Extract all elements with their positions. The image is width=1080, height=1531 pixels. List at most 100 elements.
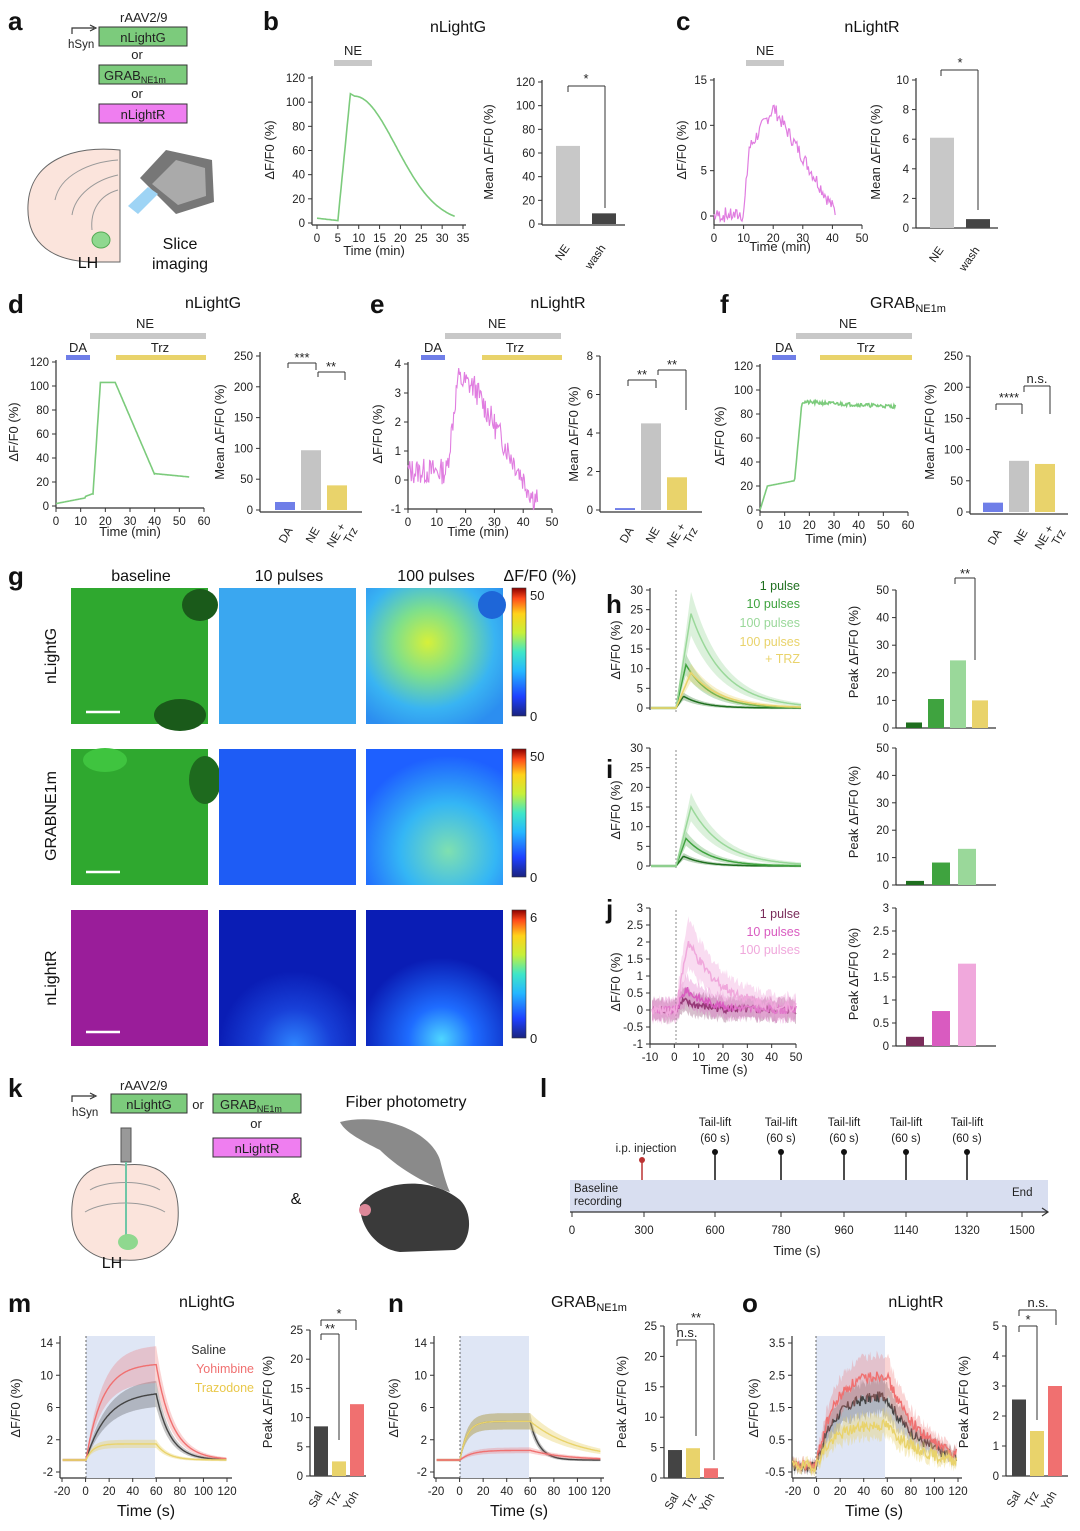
y-tick-label: 0	[247, 505, 253, 517]
x-tick-label: 60	[198, 516, 211, 528]
y-tick-label: 2	[395, 417, 401, 429]
y-tick-label: 120	[734, 361, 753, 373]
bar-y-axis-label: Peak ΔF/F0 (%)	[846, 928, 861, 1020]
x-axis-label: Time (min)	[99, 524, 161, 539]
timeline-tick-label: 1140	[894, 1225, 919, 1237]
bar-ne	[930, 137, 954, 228]
image-grab-baseline	[71, 749, 208, 885]
legend-saline: Saline	[191, 1343, 226, 1357]
y-tick-label: 100	[234, 443, 253, 455]
sig-marker: *	[583, 71, 588, 86]
sig-marker-1: *	[1025, 1312, 1030, 1327]
x-tick-label: 40	[148, 516, 161, 528]
x-tick-label: 20	[394, 233, 407, 245]
panel-letter-n: n	[388, 1288, 404, 1318]
timeline-ticks: 0 300 600 780 960 1140 1320 1500	[569, 1212, 1035, 1237]
y-tick-label: 80	[740, 409, 753, 421]
bar-ne-trz	[327, 485, 347, 510]
da-label: DA	[775, 340, 793, 355]
legend-yohimbine: Yohimbine	[196, 1362, 254, 1376]
y-tick-label: 5	[637, 683, 643, 695]
ne-bar	[90, 333, 206, 339]
y-axis-label: ΔF/F0 (%)	[370, 404, 385, 463]
sig-marker: *	[957, 55, 962, 70]
sem-band	[651, 792, 801, 868]
y-tick-label: 40	[876, 613, 889, 625]
y-tick-label: 0	[993, 1471, 999, 1483]
y-tick-label: 0	[587, 505, 593, 517]
traces	[791, 1350, 958, 1477]
panel-letter-a: a	[8, 6, 23, 36]
bar-y-axis-label: Peak ΔF/F0 (%)	[956, 1356, 971, 1448]
panel-title: nLightG	[185, 295, 241, 312]
y-tick-label: 5	[637, 841, 643, 853]
bar-cat-da: DA	[618, 525, 637, 545]
x-tick-label: 25	[415, 233, 428, 245]
y-tick-label: 3	[993, 1381, 999, 1393]
traces	[651, 591, 802, 710]
bar-y-axis-label: Mean ΔF/F0 (%)	[868, 104, 883, 199]
sensor-box-nlightg	[110, 1093, 188, 1114]
panel-letter-i: i	[606, 754, 613, 784]
legend-100-pulses: 100 pulses	[740, 943, 800, 957]
legend-10-pulses: 10 pulses	[746, 597, 800, 611]
y-tick-label: -0.5	[765, 1467, 785, 1479]
sig-marker-2: n.s.	[1028, 1295, 1049, 1310]
bar-da	[983, 502, 1003, 512]
y-tick-label: 40	[292, 170, 305, 182]
y-tick-label: 20	[644, 1351, 657, 1363]
injection-label: i.p. injection	[616, 1143, 677, 1155]
y-axis-label: ΔF/F0 (%)	[6, 402, 21, 461]
y-tick-label: 50	[240, 474, 253, 486]
bar-ne	[301, 450, 321, 510]
tail-lift-duration: (60 s)	[891, 1133, 921, 1145]
bar-cat-wash: wash	[957, 245, 983, 275]
sem-band	[651, 663, 801, 710]
y-axis-label: ΔF/F0 (%)	[262, 120, 277, 179]
y-tick-label: 10	[414, 1370, 427, 1382]
sig-marker-1: **	[325, 1321, 335, 1336]
panel-title: nLightG	[430, 19, 486, 36]
sem-band	[651, 853, 801, 868]
x-tick-label: 60	[881, 1486, 894, 1498]
panel-title: GRABNE1m	[551, 1294, 627, 1314]
y-tick-label: 40	[876, 770, 889, 782]
x-axis-label: Time (s)	[773, 1243, 820, 1258]
ne-label: NE	[488, 316, 506, 331]
y-tick-label: 4	[395, 359, 402, 371]
y-tick-label: 20	[36, 477, 49, 489]
y-tick-label: 6	[421, 1403, 427, 1415]
panel-title: nLightG	[179, 1294, 235, 1311]
bar-trazodone	[686, 1448, 700, 1478]
y-tick-label: -1	[633, 1039, 643, 1051]
col-label-10-pulses: 10 pulses	[255, 568, 324, 585]
y-tick-label: 20	[630, 782, 643, 794]
y-tick-label: 25	[630, 605, 643, 617]
y-tick-label: 3.5	[769, 1338, 785, 1350]
promoter-label: hSyn	[68, 39, 94, 51]
or-label-2: or	[131, 86, 143, 101]
x-tick-label: 120	[948, 1486, 967, 1498]
mean-trace	[62, 1393, 227, 1461]
x-tick-label: 40	[126, 1486, 139, 1498]
image-nlightg-10-pulses	[219, 588, 356, 724]
row-label-nlightg: nLightG	[43, 628, 60, 684]
region-label-lh: LH	[102, 1255, 122, 1272]
panel-l: l Baseline recording End 0 300 600 780 960 11…	[540, 1073, 1050, 1258]
ne-bar	[796, 333, 912, 339]
y-tick-label: 100	[944, 445, 963, 457]
y-tick-label: 0	[903, 223, 909, 235]
panel-title: GRABNE1m	[870, 295, 946, 315]
x-tick-label: 0	[314, 233, 320, 245]
x-tick-label: 60	[902, 520, 915, 532]
y-tick-label: 200	[234, 382, 253, 394]
y-tick-label: 0	[883, 723, 889, 735]
baseline-label-1: Baseline	[574, 1183, 618, 1195]
ne-label: NE	[839, 316, 857, 331]
bar-cat-sal: Sal	[307, 1490, 326, 1510]
panel-letter-k: k	[8, 1073, 23, 1103]
bar-y-axis-label: Peak ΔF/F0 (%)	[846, 606, 861, 698]
x-axis-label: Time (s)	[845, 1503, 903, 1520]
y-tick-label: 0	[701, 211, 707, 223]
